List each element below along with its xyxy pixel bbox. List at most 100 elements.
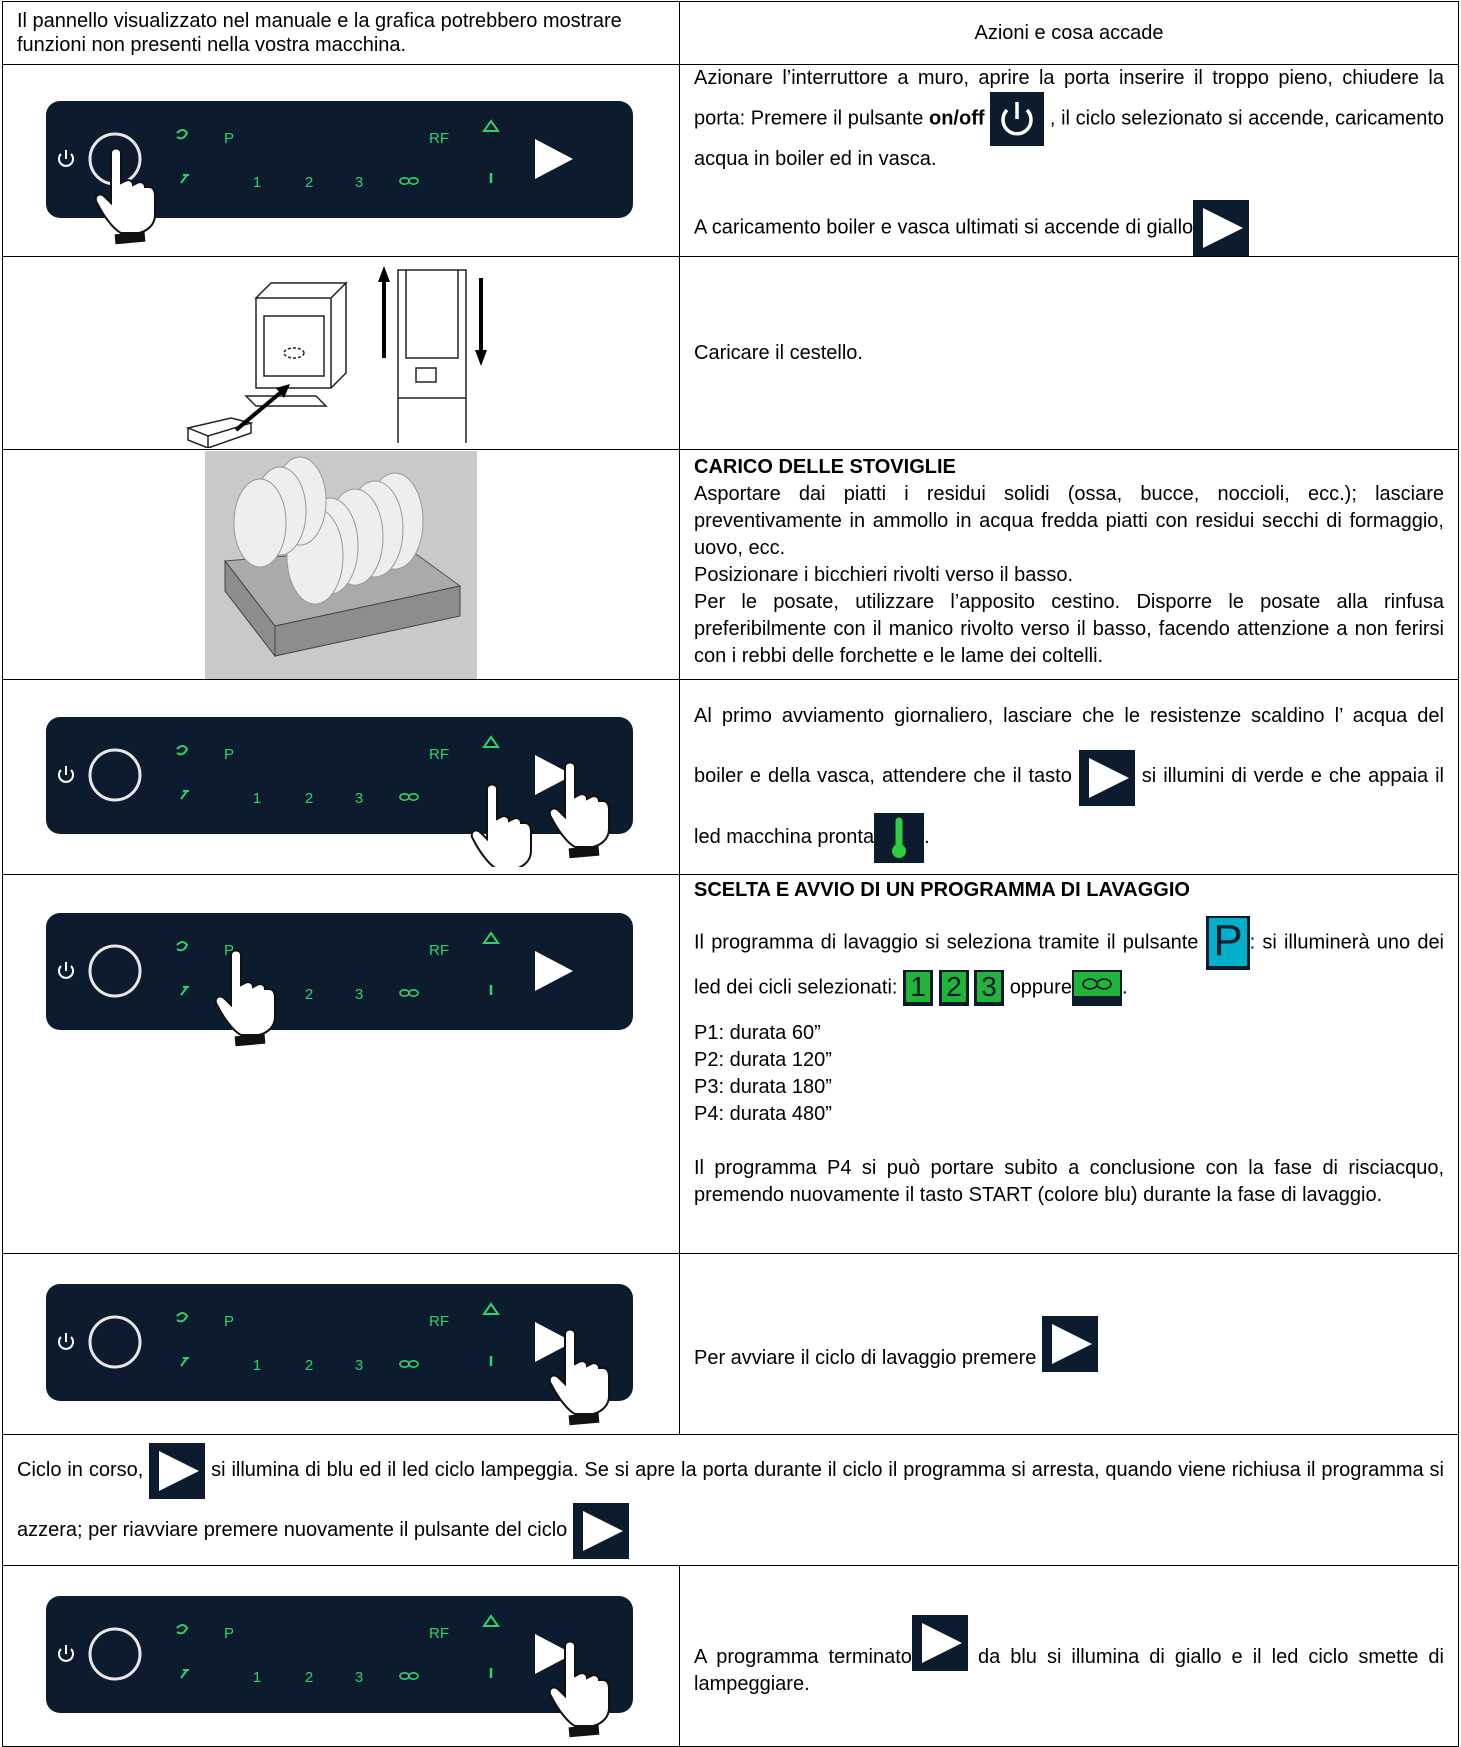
rinse-icon	[176, 128, 189, 139]
text-cell: A programma terminato da blu si illumina…	[679, 1565, 1459, 1747]
icon-symbol	[1001, 102, 1033, 136]
power-icon	[58, 1645, 74, 1662]
panel-label: 3	[355, 1669, 363, 1686]
text: Al primo avviamento giornaliero, lasciar…	[694, 705, 1444, 788]
infinity	[408, 1360, 419, 1368]
heading: SCELTA E AVVIO DI UN PROGRAMMA DI LAVAGG…	[694, 879, 1190, 901]
cuff	[568, 1412, 600, 1426]
cuff	[568, 845, 600, 859]
icon-label: 2	[946, 971, 962, 1002]
start-button	[535, 951, 573, 991]
text: Per le posate, utilizzare l’apposito ces…	[694, 591, 1444, 667]
led-icon: 2	[938, 970, 969, 1006]
infinity	[408, 1672, 419, 1680]
text: : si illuminerà uno dei led dei cicli se…	[694, 931, 1445, 999]
row: P RF 1 2 3 Al primo avviamento giornaliero, …	[2, 679, 1459, 875]
dose-icon	[180, 173, 189, 184]
panel-label: 2	[305, 174, 313, 191]
led-icon: 3	[974, 970, 1005, 1006]
pointing-hand	[470, 783, 532, 867]
icon-bg	[1208, 918, 1247, 966]
dose-icon	[180, 1669, 189, 1679]
panel-label: RF	[429, 942, 449, 959]
panel-label: 3	[355, 986, 363, 1003]
led-icon: P	[1205, 916, 1250, 970]
header-cell: Il pannello visualizzato nel manuale e l…	[2, 1, 680, 65]
start-button	[535, 138, 573, 179]
panel-label: 2	[305, 1357, 313, 1374]
text-cell: Caricare il cestello.	[679, 256, 1459, 450]
text: Asportare dai piatti i residui solidi (o…	[694, 483, 1444, 559]
dose-icon	[180, 790, 189, 800]
rinse-icon	[176, 745, 189, 756]
infinity-led-icon	[1071, 970, 1122, 1006]
icon-triangle	[1203, 208, 1244, 248]
panel-label: P	[224, 1313, 234, 1330]
power-knob	[88, 1315, 142, 1369]
text: Posizionare i bicchieri rivolti verso il…	[694, 564, 1074, 586]
led-icon: 1	[903, 970, 933, 1006]
rinse-icon	[176, 941, 189, 952]
panel-label: RF	[429, 1625, 449, 1642]
text: si illumina di blu ed il led ciclo lampe…	[17, 1459, 1444, 1541]
ready-icon	[482, 118, 500, 132]
ready-icon	[482, 1302, 500, 1315]
text: .	[924, 826, 930, 848]
text: A programma terminato	[694, 1645, 912, 1668]
panel-label: 1	[253, 1669, 261, 1686]
panel-label: P	[224, 130, 234, 147]
ready-icon	[482, 931, 500, 944]
icon-triangle	[582, 1510, 623, 1551]
cuff	[568, 1724, 600, 1738]
start-icon	[149, 1442, 206, 1499]
hand-shape	[548, 761, 610, 848]
text-cell: Al primo avviamento giornaliero, lasciar…	[679, 679, 1459, 875]
ready-icon	[482, 735, 500, 748]
dishwasher-illustration	[185, 266, 487, 450]
ready-led-icon	[874, 813, 925, 864]
text-cell: SCELTA E AVVIO DI UN PROGRAMMA DI LAVAGG…	[679, 874, 1459, 1254]
icon-label: 1	[910, 971, 926, 1002]
panel-label: 3	[355, 790, 363, 807]
panel-label: 2	[305, 1669, 313, 1686]
text: oppure	[1009, 976, 1072, 999]
heading: CARICO DELLE STOVIGLIE	[694, 456, 956, 478]
cuff	[234, 1033, 266, 1047]
power-icon	[58, 149, 74, 167]
dose-icon	[180, 986, 189, 996]
icon-triangle	[1088, 757, 1129, 798]
icon-triangle	[1051, 1324, 1092, 1364]
infinity	[1096, 978, 1112, 990]
infinity	[408, 176, 419, 185]
hand-shape	[94, 147, 156, 234]
panel-label: 1	[253, 790, 261, 807]
start-icon	[1041, 1316, 1098, 1372]
header-text: Il pannello visualizzato nel manuale e l…	[17, 10, 622, 56]
icon-label: P	[1213, 916, 1242, 965]
row: P RF 1 2 3 A programma terminato da blu si i…	[2, 1565, 1459, 1747]
pointing-hand	[548, 761, 610, 859]
icon-bg	[977, 972, 1002, 1002]
icon-triangle	[159, 1450, 200, 1491]
pointing-hand	[94, 147, 156, 244]
icon-bg	[906, 972, 930, 1002]
panel-label: RF	[429, 746, 449, 763]
panel-label: P	[224, 746, 234, 763]
power-icon	[58, 962, 74, 979]
ready-icon	[482, 1614, 500, 1627]
text: , il ciclo selezionato si accende, caric…	[694, 107, 1445, 170]
pointing-hand	[548, 1328, 610, 1426]
text: da blu si illumina di giallo e il led ci…	[694, 1645, 1444, 1695]
panel-label: 2	[305, 986, 313, 1003]
row: P RF 1 2 3 Azionare l’interruttore a muro, a…	[2, 64, 1459, 257]
panel-label: 1	[253, 1357, 261, 1374]
start-button	[535, 1322, 573, 1362]
